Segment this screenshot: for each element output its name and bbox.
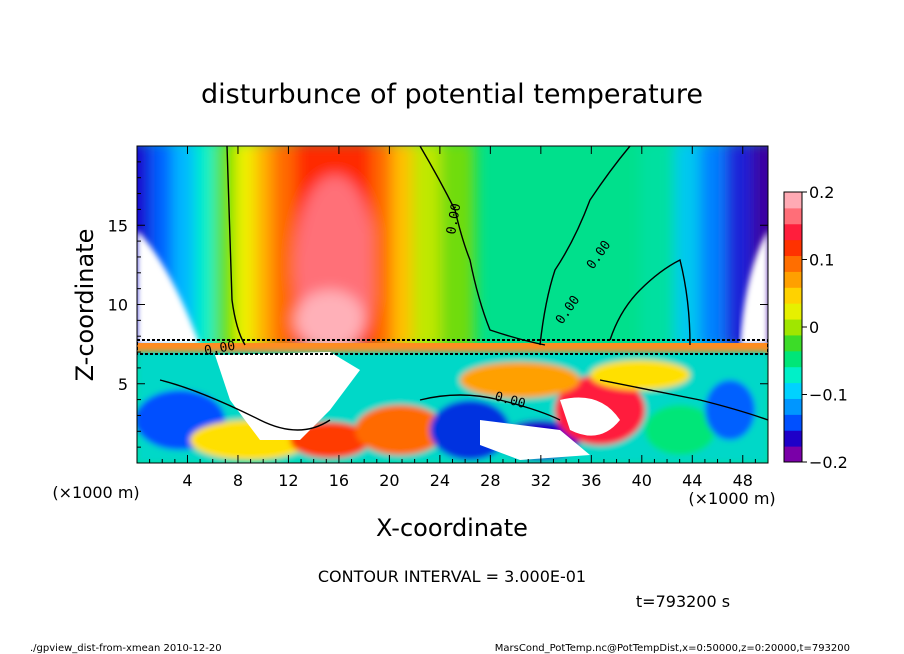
x-tick-label: 20 [379,471,399,490]
contour-label: 0.00 [203,339,236,359]
x-tick-label: 8 [233,471,243,490]
chart-title: disturbunce of potential temperature [201,79,703,110]
colorbar-swatch [784,334,802,352]
x-tick-label: 28 [480,471,500,490]
x-tick-label: 36 [581,471,601,490]
upper-field [137,146,768,355]
x-tick-label: 24 [430,471,450,490]
x-axis-label: X-coordinate [376,514,528,542]
colorbar-tick-label: 0 [809,318,819,337]
colorbar-tick-label: −0.1 [809,386,848,405]
x-axis: 4 8 12 16 20 24 28 32 36 40 44 48 [149,146,756,490]
colorbar-swatch [784,287,802,304]
footer-right: MarsCond_PotTemp.nc@PotTempDist,x=0:5000… [495,643,850,654]
y-tick-label: 15 [108,216,128,235]
colorbar-swatch [784,430,802,447]
colorbar-swatch [784,271,802,288]
colorbar-swatch [784,207,802,225]
x-tick-label: 4 [182,471,192,490]
white-region [215,352,360,440]
colorbar-swatch [784,303,802,320]
x-tick-label: 16 [329,471,349,490]
y-axis: 5 10 15 [108,161,768,448]
zero-contours [159,146,768,431]
x-tick-label: 32 [531,471,551,490]
colorbar-swatch [784,382,802,399]
x-tick-label: 44 [682,471,702,490]
colorbar-tick-label: 0.2 [809,183,834,202]
colorbar-swatch [784,398,802,415]
colorbar-swatch [784,350,802,368]
colorbar-swatch [784,223,802,241]
x-unit-label: (×1000 m) [688,489,775,508]
x-tick-label: 48 [733,471,753,490]
colorbar-swatch [784,319,802,336]
plot-area: 0.00 0.00 0.00 0.00 0.00 [137,146,768,463]
footer-left: ./gpview_dist-from-xmean 2010-12-20 [30,643,222,654]
colorbar-swatch [784,239,802,257]
contour-interval-label: CONTOUR INTERVAL = 3.000E-01 [318,567,586,586]
contour-label: 0.00 [444,202,464,235]
colorbar: 0.2 0.1 0 −0.1 −0.2 [783,183,848,472]
y-tick-label: 5 [118,375,128,394]
y-tick-label: 10 [108,296,128,315]
colorbar-swatch [784,414,802,431]
x-tick-label: 40 [632,471,652,490]
colorbar-swatch [784,255,802,272]
time-label: t=793200 s [636,592,730,611]
x-tick-label: 12 [278,471,298,490]
y-unit-label: (×1000 m) [52,483,139,502]
colorbar-tick-label: 0.1 [809,251,834,270]
colorbar-swatch [784,192,802,209]
colorbar-swatch [784,366,802,384]
colorbar-tick-label: −0.2 [809,453,848,472]
y-axis-label: Z-coordinate [71,229,99,382]
colorbar-swatch [784,446,802,463]
